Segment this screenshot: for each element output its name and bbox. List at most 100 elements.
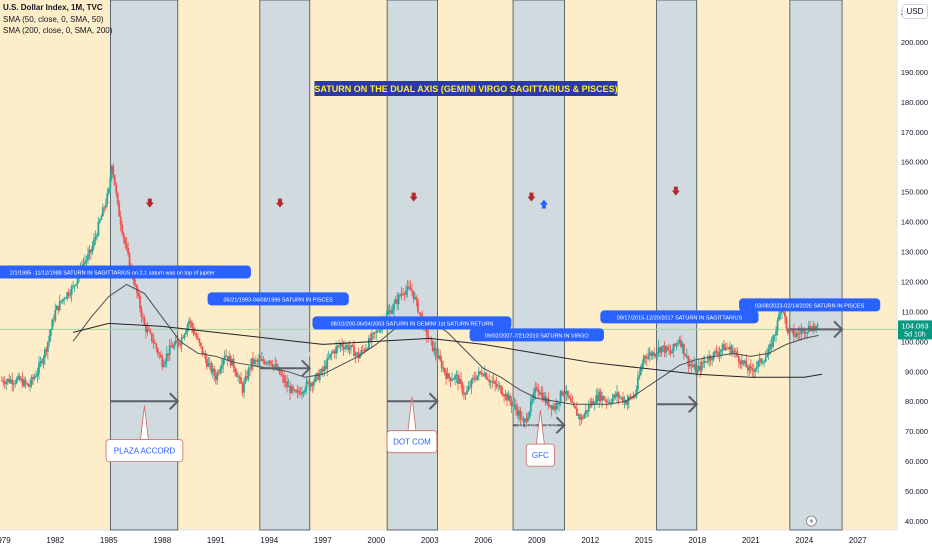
- sma50-legend[interactable]: SMA (50, close, 0, SMA, 50): [3, 15, 104, 24]
- candle-body: [55, 305, 58, 310]
- candle-body: [501, 393, 504, 396]
- candle-body: [299, 392, 302, 395]
- candle-body: [332, 351, 335, 353]
- candle-body: [775, 331, 777, 336]
- candle-body: [329, 354, 332, 358]
- time-tick-label: 2024: [795, 536, 813, 545]
- candle-body: [107, 188, 110, 193]
- candle-body: [263, 361, 266, 364]
- candle-body: [391, 309, 394, 314]
- down-arrow-marker: [275, 198, 284, 208]
- candle-body: [669, 350, 672, 354]
- candle-body: [427, 335, 430, 339]
- event-callout-box: [105, 439, 184, 463]
- candle-body: [562, 392, 565, 396]
- candle-body: [292, 386, 294, 390]
- candle-body: [308, 381, 311, 387]
- candle-body: [729, 346, 731, 350]
- candle-body: [167, 353, 170, 356]
- candle-body: [767, 349, 770, 355]
- down-arrow-marker: [145, 198, 154, 208]
- candle-body: [746, 367, 749, 371]
- candle-body: [570, 398, 572, 402]
- candle-body: [195, 334, 198, 338]
- candle-body: [122, 233, 125, 238]
- candle-body: [405, 290, 407, 295]
- candle-body: [345, 345, 348, 347]
- candle-body: [214, 375, 217, 381]
- candle-body: [709, 355, 712, 360]
- candle-body: [49, 329, 52, 336]
- candle-body: [155, 343, 158, 349]
- candle-body: [326, 358, 329, 369]
- candle-body: [315, 373, 318, 376]
- candle-body: [252, 358, 254, 364]
- saturn-period-label: 08/10/200-06/04/2003 SATURN IN GEMINI 1s…: [331, 321, 494, 327]
- price-tick-label: 90.000: [905, 367, 928, 376]
- candle-body: [234, 367, 236, 373]
- candle-body: [161, 357, 164, 367]
- candle-body: [137, 293, 140, 297]
- candle-body: [61, 299, 64, 302]
- candle-body: [489, 381, 492, 383]
- candle-body: [605, 400, 608, 403]
- currency-badge[interactable]: USD: [902, 4, 928, 19]
- symbol-title[interactable]: U.S. Dollar Index, 1M, TVC: [3, 3, 103, 12]
- candle-body: [714, 351, 717, 352]
- candle-body: [5, 381, 8, 385]
- candle-body: [516, 409, 519, 416]
- candle-body: [11, 379, 14, 385]
- candle-body: [222, 359, 225, 366]
- bar-count-label: 35 bars, 1064d: [390, 376, 430, 382]
- candle-body: [776, 320, 779, 332]
- candle-body: [75, 284, 77, 286]
- candle-body: [748, 365, 751, 371]
- candle-body: [700, 361, 703, 371]
- candle-body: [67, 292, 70, 296]
- candle-body: [513, 404, 516, 406]
- event-callout-box: [386, 430, 438, 454]
- sma200-legend[interactable]: SMA (200, close, 0, SMA, 200): [3, 26, 113, 35]
- candle-body: [115, 185, 118, 194]
- candle-body: [678, 340, 681, 343]
- candle-body: [688, 363, 691, 367]
- candle-body: [204, 353, 207, 359]
- candle-body: [109, 177, 112, 189]
- candle-body: [58, 300, 61, 311]
- candle-body: [739, 362, 742, 365]
- candle-body: [507, 395, 510, 401]
- time-tick-label: 1997: [314, 536, 332, 545]
- candle-body: [255, 359, 257, 361]
- candle-body: [93, 239, 95, 247]
- candle-body: [795, 332, 798, 337]
- candle-body: [491, 381, 494, 383]
- price-tick-label: 170.000: [901, 128, 928, 137]
- candle-body: [235, 372, 238, 377]
- candle-body: [596, 395, 599, 402]
- candle-body: [45, 349, 48, 352]
- candle-body: [35, 376, 37, 377]
- candle-body: [436, 354, 439, 359]
- saturn-period-label: 09/17/2015-12/20/2017 SATURN IN SAGITTAR…: [617, 315, 743, 321]
- candle-body: [174, 340, 177, 345]
- candle-body: [225, 355, 228, 357]
- candle-body: [152, 341, 155, 343]
- candle-body: [583, 414, 586, 419]
- candle-body: [339, 343, 342, 346]
- saturn-period-label-box: [600, 310, 759, 324]
- candle-body: [170, 345, 173, 347]
- candle-body: [567, 390, 569, 397]
- candle-body: [246, 376, 248, 379]
- candle-body: [240, 377, 242, 384]
- candle-body: [87, 253, 89, 260]
- price-tick-label: 80.000: [905, 397, 928, 406]
- candle-body: [336, 345, 339, 347]
- candle-body: [274, 364, 277, 366]
- time-tick-label: 1994: [260, 536, 278, 545]
- event-callout-label: DOT COM: [393, 438, 431, 447]
- candle-body: [373, 332, 376, 334]
- candle-body: [411, 290, 413, 292]
- candle-body: [372, 332, 375, 334]
- candle-body: [36, 373, 39, 377]
